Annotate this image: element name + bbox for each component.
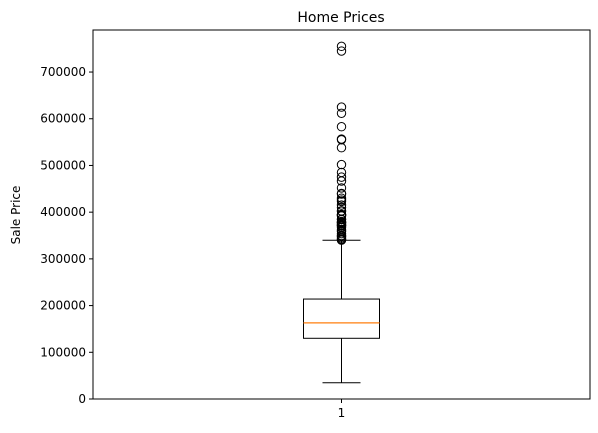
- iqr-box: [303, 298, 380, 339]
- outlier-point: [336, 235, 347, 245]
- outlier-point: [336, 41, 347, 52]
- y-axis-label: Sale Price: [9, 186, 23, 245]
- outlier-point: [336, 172, 347, 182]
- y-tick-label: 200000: [40, 299, 86, 313]
- y-tick-label: 500000: [40, 158, 86, 172]
- outlier-point: [336, 102, 347, 112]
- outlier-point: [336, 46, 347, 56]
- outlier-point: [336, 183, 347, 193]
- chart-title: Home Prices: [297, 10, 384, 26]
- outlier-point: [336, 135, 347, 145]
- plot-area: 0 100000 200000 300000 400000 500000 600000 700…: [40, 29, 591, 420]
- outlier-point: [336, 196, 347, 207]
- x-tick-label: 1: [338, 406, 346, 420]
- y-tick-label: 700000: [40, 65, 86, 79]
- y-tick-label: 0: [78, 392, 86, 406]
- outlier-point: [336, 159, 347, 170]
- y-tick-label: 300000: [40, 252, 86, 266]
- outlier-point: [336, 176, 347, 186]
- y-tick-label: 600000: [40, 112, 86, 126]
- outlier-point: [336, 108, 347, 119]
- y-tick-label: 400000: [40, 205, 86, 219]
- outlier-point: [336, 122, 347, 132]
- y-tick-label: 100000: [40, 345, 86, 359]
- outlier-point: [336, 200, 347, 210]
- outlier-point: [336, 143, 347, 153]
- outlier-point: [336, 189, 347, 199]
- outlier-point: [336, 134, 347, 144]
